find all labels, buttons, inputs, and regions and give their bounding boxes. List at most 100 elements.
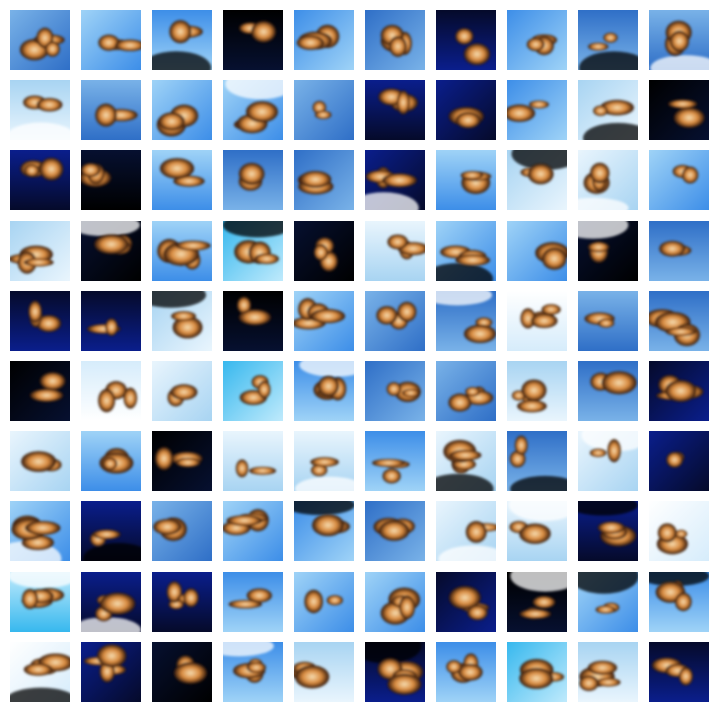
sample-tile (10, 150, 70, 211)
sample-tile (152, 290, 212, 351)
sample-tile (152, 431, 212, 492)
sample-tile (578, 290, 638, 351)
sample-image (578, 290, 638, 351)
sample-tile (436, 220, 496, 281)
sample-tile (578, 361, 638, 421)
sample-tile (649, 641, 709, 702)
sample-image (223, 10, 283, 70)
sample-image (294, 361, 354, 421)
sample-image (10, 150, 70, 211)
sample-image (294, 571, 354, 632)
sample-tile (81, 150, 141, 211)
sample-tile (507, 150, 567, 211)
sample-tile (578, 501, 638, 562)
sample-image (578, 641, 638, 702)
sample-blob (304, 589, 343, 613)
sample-image (507, 431, 567, 492)
sample-tile (436, 80, 496, 141)
sample-tile (578, 10, 638, 70)
sample-tile (507, 290, 567, 351)
sample-blob (655, 580, 692, 611)
sample-blob (373, 518, 415, 542)
sample-image (365, 220, 425, 281)
sample-blob (98, 381, 138, 413)
sample-tile (365, 80, 425, 141)
sample-blob (310, 457, 339, 477)
sample-tile (10, 10, 70, 70)
sample-image (10, 431, 70, 492)
sample-image (294, 501, 354, 562)
sample-image (10, 641, 70, 702)
sample-tile (436, 641, 496, 702)
sample-blob (169, 20, 203, 44)
sample-blob (597, 521, 637, 547)
sample-image (223, 571, 283, 632)
sample-tile (507, 571, 567, 632)
sample-blob (98, 34, 141, 52)
sample-blob (23, 653, 70, 676)
sample-blob (81, 163, 112, 188)
sample-blob (234, 239, 279, 264)
sample-image (507, 10, 567, 70)
sample-blob (238, 163, 265, 192)
sample-tile (223, 290, 283, 351)
sample-tile (10, 80, 70, 141)
sample-image (365, 431, 425, 492)
sample-blob (153, 517, 187, 542)
sample-tile (294, 150, 354, 211)
sample-tile (649, 361, 709, 421)
sample-tile (365, 571, 425, 632)
sample-tile (436, 290, 496, 351)
sample-image (436, 220, 496, 281)
sample-tile (436, 150, 496, 211)
sample-blob (233, 101, 278, 134)
sample-blob (233, 658, 266, 683)
sample-tile (507, 361, 567, 421)
sample-blob (666, 451, 685, 468)
sample-blob (535, 241, 567, 270)
sample-blob (519, 595, 556, 619)
sample-image (152, 431, 212, 492)
sample-image (365, 150, 425, 211)
sample-blob (579, 660, 621, 691)
sample-tile (436, 10, 496, 70)
sample-tile (649, 80, 709, 141)
sample-image (294, 641, 354, 702)
sample-image (152, 501, 212, 562)
sample-blob (448, 386, 494, 412)
sample-tile (81, 501, 141, 562)
sample-blob (649, 309, 700, 346)
sample-image (81, 290, 141, 351)
sample-tile (365, 10, 425, 70)
sample-tile (578, 150, 638, 211)
sample-image (507, 641, 567, 702)
sample-tile (81, 80, 141, 141)
sample-image (223, 361, 283, 421)
sample-image (649, 641, 709, 702)
sample-tile (436, 501, 496, 562)
sample-blob (509, 435, 528, 468)
sample-image (294, 80, 354, 141)
sample-tile (223, 150, 283, 211)
sample-image (10, 290, 70, 351)
sample-blob (228, 587, 272, 609)
sample-image (152, 220, 212, 281)
sample-blob (376, 301, 417, 330)
sample-blob (667, 99, 705, 129)
sample-image (436, 641, 496, 702)
sample-tile (10, 641, 70, 702)
sample-image (649, 80, 709, 141)
sample-blob (463, 317, 496, 343)
sample-tile (223, 361, 283, 421)
sample-tile (294, 431, 354, 492)
sample-blob (99, 448, 134, 474)
sample-image (10, 361, 70, 421)
sample-blob (587, 240, 610, 263)
sample-image (81, 571, 141, 632)
sample-blob (19, 27, 65, 61)
sample-image (578, 150, 638, 211)
sample-tile (649, 431, 709, 492)
sample-tile (223, 220, 283, 281)
sample-image (649, 220, 709, 281)
sample-blob (312, 101, 332, 120)
